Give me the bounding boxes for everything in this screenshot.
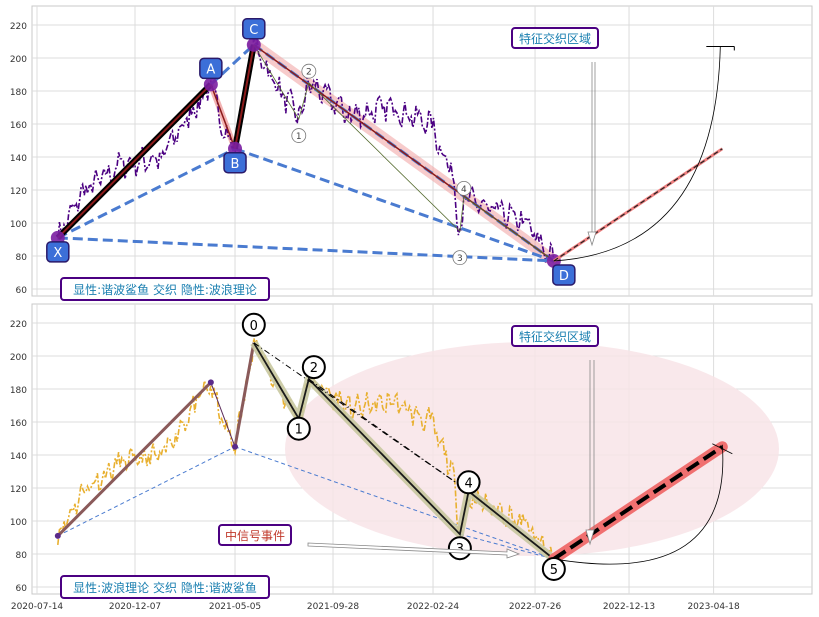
plot-frame	[31, 5, 813, 297]
wave-marker-circle	[452, 250, 468, 266]
y-tick-label: 60	[16, 584, 28, 594]
wave-marker-label: 3	[457, 254, 463, 264]
caption-box	[60, 575, 270, 599]
interweave-zone	[285, 342, 779, 556]
zone-label-box	[511, 27, 599, 49]
caption: 显性:波浪理论 交织 隐性:谐波鲨鱼	[73, 580, 257, 595]
harmonic-3-5	[459, 533, 554, 560]
wave-label-circle	[241, 312, 266, 337]
wave-label: 1	[295, 423, 303, 438]
y-tick-label: 100	[10, 220, 27, 230]
y-tick-label: 80	[16, 551, 28, 561]
x-tick-label: 2020-07-14	[11, 602, 64, 612]
harmonic-xa	[56, 381, 212, 537]
wave-marker-circle	[301, 63, 317, 79]
harmonic-vertex	[232, 443, 239, 450]
wave-label-circle	[286, 416, 311, 441]
wave-marker-circle	[456, 180, 472, 196]
zone-label: 特征交织区域	[519, 31, 591, 46]
wave-label-circle	[541, 556, 566, 581]
y-tick-label: 160	[10, 419, 27, 429]
vertex-label: C	[249, 23, 258, 38]
wave-lines	[253, 44, 555, 262]
vertex-label: A	[206, 62, 215, 77]
vertex-label: B	[231, 157, 240, 172]
vertex-label-box	[552, 264, 576, 286]
harmonic-vertex	[207, 379, 214, 386]
wave-label-circle	[456, 470, 481, 495]
projection-line	[552, 445, 724, 561]
vertex-marker	[246, 37, 261, 52]
bottom-panel: 6080100120140160180200220012345特征交织区域中信号…	[10, 303, 813, 599]
wave-label: 2	[310, 361, 318, 376]
wave-marker-label: 4	[461, 185, 467, 195]
y-tick-label: 160	[10, 121, 27, 131]
wave-marker-label: 1	[296, 132, 302, 142]
y-tick-label: 120	[10, 187, 27, 197]
top-panel: 60 80 100 120 140 160 180 200 220 X A B C D 1 2 3 4 特征交织区域…	[10, 5, 813, 301]
xa-leg-core	[57, 83, 212, 239]
channel-upper	[253, 342, 469, 492]
target-bracket	[712, 443, 733, 455]
harmonic-vertex	[54, 532, 61, 539]
signal-arrow	[307, 542, 521, 559]
projection-line	[553, 148, 723, 262]
wave-marker-circle	[291, 128, 307, 143]
caption: 显性:谐波鲨鱼 交织 隐性:波浪理论	[73, 282, 257, 297]
y-tick-label: 140	[10, 154, 27, 164]
y-tick-label: 180	[10, 386, 27, 396]
vertex-label: D	[559, 269, 569, 284]
target-arc	[553, 46, 721, 262]
wave-label: 5	[550, 563, 558, 578]
x-tick-label: 2020-12-07	[109, 602, 161, 612]
x-tick-label: 2023-04-18	[687, 602, 740, 612]
x-axis: 2020-07-14 2020-12-07 2021-05-05 2021-09-28…	[11, 602, 740, 612]
harmonic-bc	[233, 342, 256, 448]
y-tick-label: 200	[10, 353, 27, 363]
zone-label: 特征交织区域	[519, 329, 591, 344]
y-tick-label: 120	[10, 485, 27, 495]
harmonic-xb	[57, 446, 236, 537]
wave-path	[253, 342, 555, 560]
zone-arrow	[585, 360, 595, 546]
harmonic-ab	[210, 382, 236, 447]
bc-leg-core	[234, 44, 255, 149]
y-tick-label: 80	[16, 253, 28, 263]
vertex-label: X	[53, 246, 62, 261]
vertex-label-box	[46, 241, 70, 263]
x-tick-label: 2022-12-13	[603, 602, 655, 612]
ab-leg	[210, 84, 236, 150]
y-tick-label: 60	[16, 286, 28, 296]
harmonic-bd	[234, 446, 555, 560]
y-tick-label: 100	[10, 518, 27, 528]
wave-label-circle	[447, 536, 472, 561]
pattern-edge	[57, 236, 554, 263]
signal-label-box	[218, 524, 292, 546]
x-tick-label: 2021-09-28	[307, 602, 360, 612]
pattern-edge	[234, 147, 555, 263]
y-tick-label: 180	[10, 88, 27, 98]
vertex-label-box	[223, 152, 247, 174]
target-arc	[553, 444, 724, 565]
zone-label-box	[511, 325, 599, 347]
caption-box	[60, 277, 270, 301]
x-tick-label: 2022-07-26	[509, 602, 562, 612]
pattern-edge	[57, 147, 236, 240]
y-tick-label: 200	[10, 55, 27, 65]
vertex-marker	[203, 77, 218, 92]
wave-label-circle	[301, 355, 326, 380]
y-tick-label: 220	[10, 22, 27, 32]
signal-label: 中信号事件	[225, 528, 285, 543]
x-tick-label: 2021-05-05	[209, 602, 261, 612]
wave-label: 4	[464, 476, 472, 491]
y-tick-label: 140	[10, 452, 27, 462]
vertex-label-box	[242, 18, 266, 40]
y-tick-label: 220	[10, 320, 27, 330]
wave-marker-label: 2	[306, 68, 312, 78]
wave-label: 0	[250, 319, 258, 334]
vertex-label-box	[199, 57, 223, 80]
x-tick-label: 2022-02-24	[407, 602, 460, 612]
